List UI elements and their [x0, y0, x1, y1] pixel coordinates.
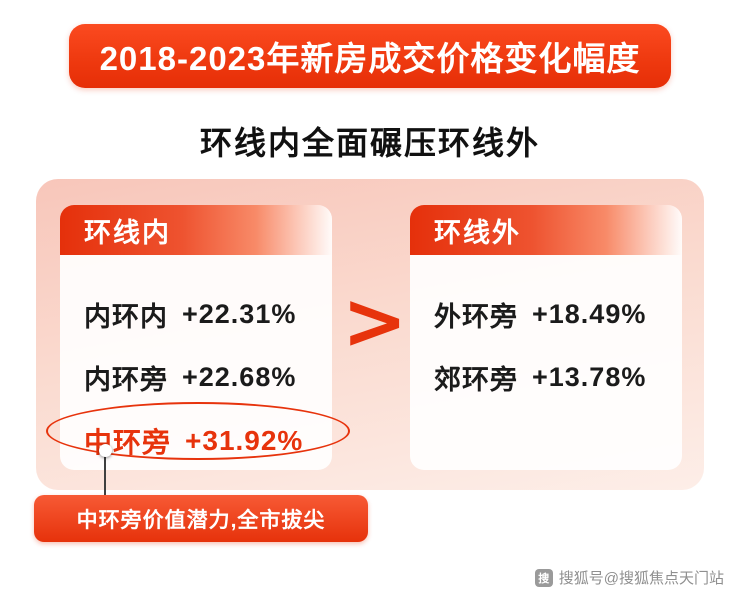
sohu-logo-icon: 搜 [534, 568, 553, 587]
card-outside-ring: 环线外 外环旁 +18.49% 郊环旁 +13.78% [410, 205, 682, 470]
card-header-label: 环线内 [84, 217, 171, 248]
card-inside-ring-header: 环线内 [60, 205, 332, 255]
data-row: 外环旁 +18.49% [434, 283, 682, 346]
data-row: 内环内 +22.31% [84, 283, 332, 346]
highlight-ellipse [46, 402, 350, 460]
data-row: 内环旁 +22.68% [84, 346, 332, 409]
comparison-panel: 环线内 内环内 +22.31% 内环旁 +22.68% 中环旁 +31.92% … [36, 179, 704, 490]
row-value: +22.68% [182, 362, 297, 392]
card-rows: 外环旁 +18.49% 郊环旁 +13.78% [410, 255, 682, 409]
connector-dot [99, 444, 112, 457]
row-label: 内环内 [84, 302, 168, 332]
title-banner: 2018-2023年新房成交价格变化幅度 [69, 24, 671, 88]
row-value: +13.78% [532, 362, 647, 392]
card-outside-ring-header: 环线外 [410, 205, 682, 255]
callout-bubble: 中环旁价值潜力,全市拔尖 [34, 495, 368, 542]
connector-line [104, 456, 106, 497]
row-label: 郊环旁 [434, 365, 518, 395]
row-value: +22.31% [182, 299, 297, 329]
data-row: 郊环旁 +13.78% [434, 346, 682, 409]
callout-text: 中环旁价值潜力,全市拔尖 [76, 508, 326, 532]
greater-than-symbol: > [342, 277, 408, 367]
row-value: +18.49% [532, 299, 647, 329]
card-header-label: 环线外 [434, 217, 521, 248]
card-inside-ring: 环线内 内环内 +22.31% 内环旁 +22.68% 中环旁 +31.92% [60, 205, 332, 470]
banner-title: 2018-2023年新房成交价格变化幅度 [99, 40, 641, 77]
row-label: 内环旁 [84, 365, 168, 395]
watermark-text: 搜狐号@搜狐焦点天门站 [558, 570, 724, 587]
watermark: 搜 搜狐号@搜狐焦点天门站 [534, 567, 724, 588]
headline: 环线内全面碾压环线外 [199, 125, 540, 161]
row-label: 外环旁 [434, 302, 518, 332]
